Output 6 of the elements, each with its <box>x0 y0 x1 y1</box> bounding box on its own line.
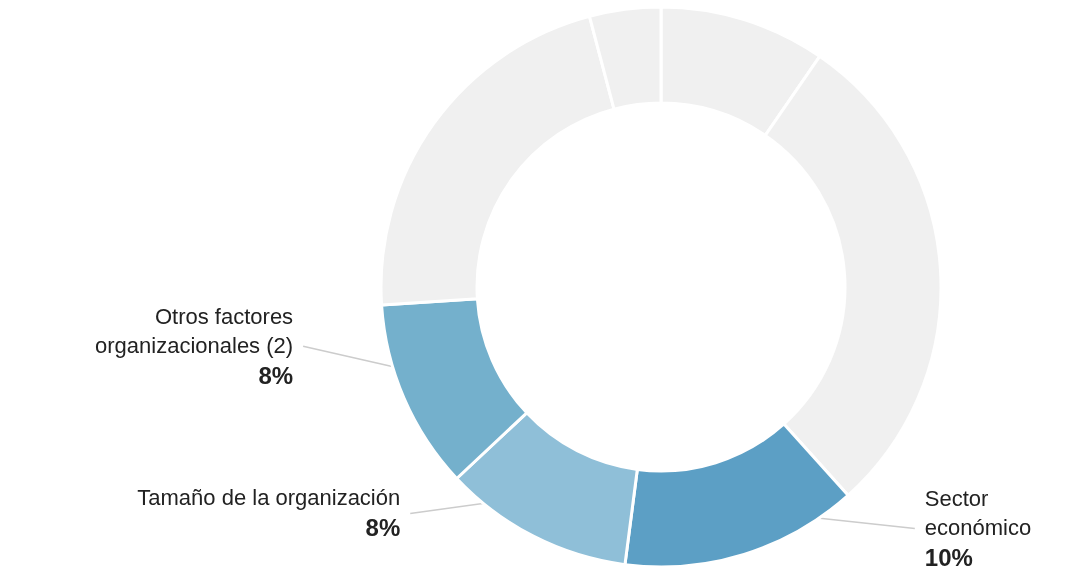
data-label: 8% <box>258 361 294 389</box>
slice-label: Tamaño de la organización <box>137 485 401 511</box>
data-label: 10% <box>924 544 973 572</box>
slice-label: Otros factores organizacionales (2) <box>95 303 294 358</box>
slice-label: Sector económico <box>924 486 1032 541</box>
data-label: 8% <box>365 514 401 542</box>
